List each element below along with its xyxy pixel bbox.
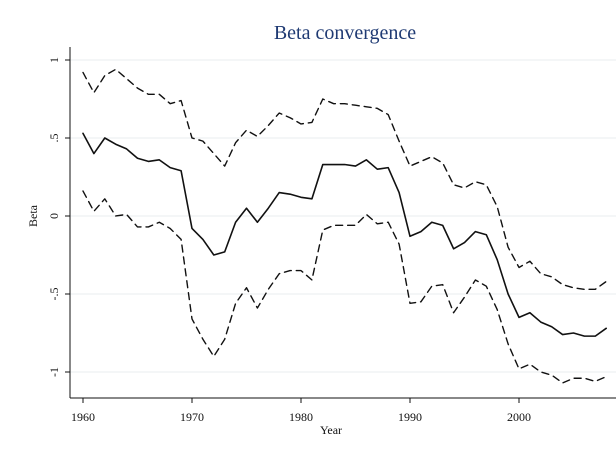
y-tick-label: 1 [47,57,61,63]
y-tick-label: -.5 [47,288,61,301]
y-tick-label: .5 [47,134,61,143]
x-tick-label: 1990 [398,410,422,424]
x-tick-label: 1980 [289,410,313,424]
x-ticks: 196019701980199020002010 [71,398,531,424]
x-axis-label: Year [320,423,342,437]
series-layer [82,68,607,384]
plot-area: 196019701980199020002010 1.50-.5-1 [47,47,616,424]
x-tick-label: 1970 [180,410,204,424]
x-tick-label: 2000 [507,410,531,424]
gridlines [70,59,616,373]
confidence-band-line [82,68,607,291]
y-tick-label: 0 [47,213,61,219]
x-tick-label: 1960 [71,410,95,424]
y-ticks: 1 .5 0 -.5 -1 [47,57,70,377]
confidence-band-line [82,190,607,384]
y-tick-label: -1 [47,367,61,377]
y-axis-label: Beta [26,204,40,227]
chart-title: Beta convergence [274,22,416,44]
beta-series-line [82,132,607,337]
